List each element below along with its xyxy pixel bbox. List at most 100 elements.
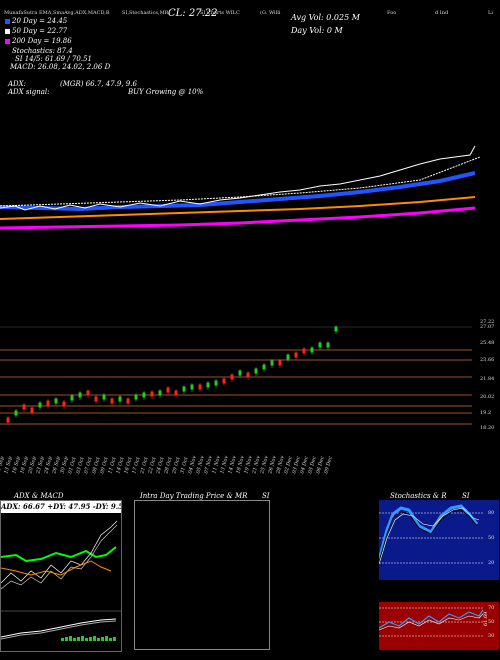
date-label: 02 Dec (283, 455, 293, 474)
candle-body (190, 384, 194, 390)
candle-body (318, 342, 322, 348)
adx-label: ADX: (8, 80, 27, 88)
macd-histogram (61, 636, 116, 641)
date-label: 07 Nov (203, 455, 214, 474)
ma20-line (0, 171, 476, 212)
candle-body (6, 417, 10, 423)
date-label: 24 Sep (43, 455, 54, 475)
candle-body (206, 382, 210, 388)
macd-bar (73, 638, 76, 641)
day-volume-label: Day Vol: 0 M (291, 26, 343, 35)
date-label: 17 Oct (131, 456, 141, 475)
header-text-3: SI Charts WILC (200, 10, 240, 16)
candle-body (222, 378, 226, 384)
candle-body (54, 398, 58, 404)
candle-body (286, 354, 290, 360)
price-level-label: 18.20 (480, 425, 495, 431)
date-label: 22 Oct (147, 456, 158, 476)
adx-white-line-2 (1, 524, 118, 590)
macd-bar (77, 637, 80, 641)
date-label: 16 Sep (11, 455, 22, 474)
macd-bar (89, 637, 92, 641)
adx-orange-line (1, 560, 112, 576)
candle-body (62, 401, 66, 407)
date-label: 11 Nov (211, 455, 222, 474)
adx-white-line (1, 520, 118, 584)
date-label: 20 Sep (27, 455, 38, 475)
rsi-label: SI 14/5: 61.69 / 70.51 (15, 55, 92, 63)
macd-signal-line (1, 620, 117, 640)
stoch-tick-50: 50 (488, 535, 495, 541)
rsi-tick-50: 50 (488, 619, 495, 625)
date-label: 30 Sep (59, 455, 70, 474)
candle-body (334, 326, 338, 332)
candle-body (326, 342, 330, 348)
date-label: 14 Nov (227, 455, 238, 474)
candle-body (86, 390, 90, 396)
candle-body (214, 380, 218, 386)
candle-body (22, 404, 26, 410)
rsi-white-line (379, 613, 484, 631)
date-label: 03 Dec (291, 455, 301, 474)
rsi-value-label: 61.69 (483, 611, 489, 626)
date-label: 31 Oct (179, 456, 189, 475)
date-label: 09 Dec (323, 455, 333, 474)
price-line (0, 145, 476, 211)
intraday-si: SI (262, 492, 270, 500)
rsi-tick-70: 70 (488, 605, 495, 611)
candle-body (198, 384, 202, 390)
date-label: 06 Dec (315, 455, 325, 474)
macd-bar (65, 637, 68, 641)
close-price-label: CL: 27.22 (168, 8, 218, 19)
candle-body (158, 390, 162, 396)
macd-bar (81, 636, 84, 641)
date-label: 18 Sep (19, 455, 30, 474)
stochastics-title: Stochastics & R (390, 492, 447, 500)
date-label: 24 Oct (155, 456, 166, 476)
buy-signal: BUY Growing @ 10% (128, 88, 204, 96)
date-label: 13 Nov (219, 455, 230, 474)
adx-values: (MGR) 66.7, 47.9, 9.6 (60, 80, 137, 88)
date-label: 03 Oct (75, 456, 85, 475)
stoch-tick-80: 80 (488, 510, 495, 516)
ma50-label: 50 Day = 22.77 (12, 27, 68, 35)
candle-body (94, 396, 98, 402)
candle-body (166, 387, 170, 393)
date-label: 13 Sep (3, 455, 14, 474)
avg-volume-label: Avg Vol: 0.025 M (291, 13, 360, 22)
stoch-k-line (379, 504, 479, 561)
ma50-swatch (5, 28, 10, 34)
ma20-swatch (5, 18, 10, 24)
price-level-label: 21.84 (480, 376, 495, 382)
adx-macd-plot (1, 520, 121, 641)
macd-bar (93, 636, 96, 641)
moving-average-chart (0, 145, 481, 230)
stochastics-label: Stochastics: 87.4 (12, 47, 73, 55)
date-label: 21 Nov (251, 455, 262, 475)
candle-body (278, 360, 282, 366)
rsi-tick-30: 30 (488, 633, 495, 639)
stochastics-si: SI (462, 492, 470, 500)
candle-body (38, 402, 42, 408)
rsi-background (379, 602, 499, 650)
macd-bar (69, 636, 72, 641)
adx-panel: ADX: 66.67 +DY: 47.95 -DY: 9.59 (0, 500, 122, 652)
candle-body (254, 368, 258, 374)
date-label: 04 Dec (299, 455, 309, 474)
macd-bar (61, 638, 64, 641)
candle-body (126, 398, 130, 404)
date-label: 01 Oct (67, 456, 77, 475)
candle-body (78, 392, 82, 398)
ma20-label: 20 Day = 24.45 (12, 17, 68, 25)
candles (6, 325, 338, 425)
price-level-label: 19.2 (480, 410, 492, 416)
candle-body (118, 396, 122, 402)
price-level-label: 20.02 (480, 394, 495, 400)
header-text-4: (G. Willi (260, 10, 281, 16)
candle-body (294, 352, 298, 358)
ma200-label: 200 Day = 19.86 (12, 37, 72, 45)
date-label: 28 Oct (163, 456, 174, 476)
candle-body (46, 400, 50, 406)
date-label: 18 Nov (235, 455, 246, 474)
candle-body (230, 374, 234, 380)
